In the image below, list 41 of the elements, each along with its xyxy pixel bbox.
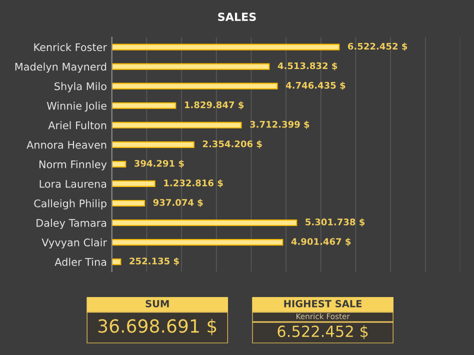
bar	[112, 141, 194, 148]
data-label: 6.522.452 $	[348, 42, 408, 51]
bar	[112, 258, 122, 266]
y-tick-label: Daley Tamara	[36, 218, 106, 229]
bar	[112, 63, 270, 70]
data-label: 1.232.816 $	[164, 179, 223, 188]
text: SUM	[146, 300, 169, 308]
data-label: 5.301.738 $	[306, 218, 365, 227]
y-tick-label: Vyvyan Clair	[42, 238, 107, 248]
y-tick-label: Winnie Jolie	[46, 102, 106, 112]
y-tick-label: Shyla Milo	[54, 82, 106, 92]
bar	[112, 160, 126, 168]
text: 36.698.691 $	[98, 318, 216, 336]
y-tick-label: Annora Heaven	[26, 141, 106, 149]
data-label: 4.746.435 $	[286, 82, 346, 90]
bar	[112, 180, 156, 187]
y-tick-label: Norm Finnley	[40, 160, 107, 170]
data-label: 2.354.206 $	[202, 140, 262, 148]
y-tick-label: Ariel Fulton	[48, 121, 106, 130]
y-tick-label: Kenrick Foster	[34, 43, 108, 52]
bar	[112, 200, 146, 207]
y-tick-label: Madelyn Maynerd	[15, 62, 106, 73]
data-label: 4.513.832 $	[278, 62, 338, 70]
y-tick-label: Adler Tina	[54, 258, 106, 266]
text: 6.522.452 $	[278, 325, 368, 340]
y-tick-label: Calleigh Philip	[34, 199, 106, 210]
data-label: 252.135 $	[130, 257, 179, 266]
bar	[112, 239, 284, 246]
text: HIGHEST SALE	[284, 300, 362, 308]
data-label: 1.829.847 $	[184, 101, 244, 110]
chart-title: SALES	[218, 12, 256, 22]
bar	[112, 122, 242, 128]
bar	[112, 44, 340, 50]
bar	[112, 219, 298, 226]
data-label: 3.712.399 $	[250, 120, 310, 129]
bar	[112, 102, 176, 109]
bar	[112, 82, 278, 90]
data-label: 937.074 $	[153, 198, 203, 208]
data-label: 4.901.467 $	[291, 238, 351, 246]
data-label: 394.291 $	[134, 160, 184, 168]
y-tick-label: Lora Laurena	[40, 180, 106, 188]
